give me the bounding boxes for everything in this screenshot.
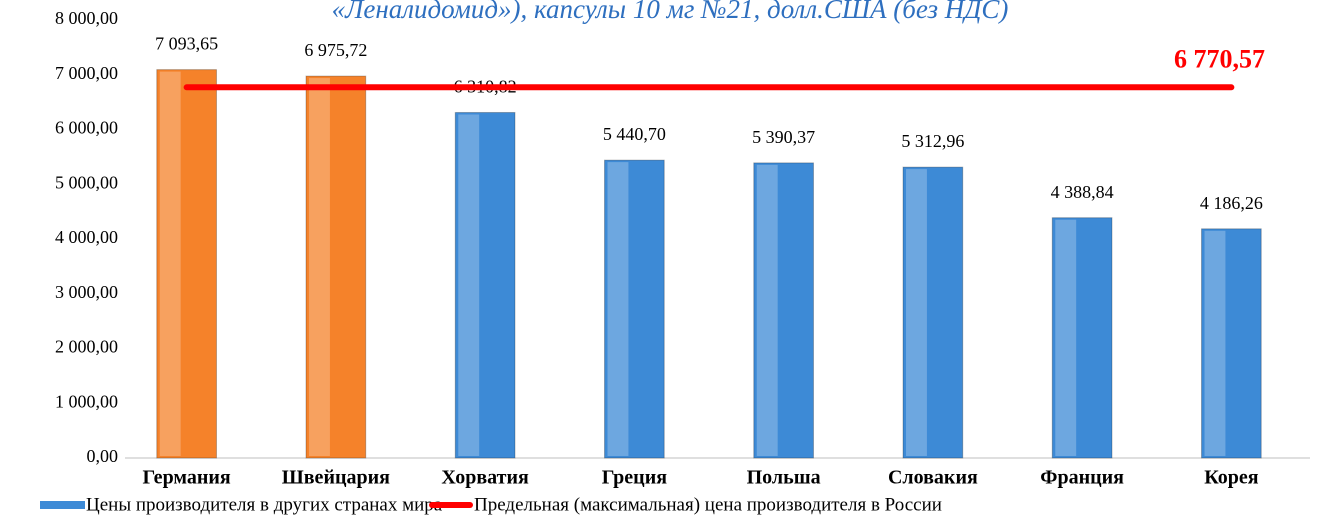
y-tick-label: 0,00 <box>87 446 119 466</box>
bar-highlight <box>1204 230 1226 456</box>
bar <box>305 75 367 459</box>
legend-label: Цены производителя в других странах мира <box>86 494 443 515</box>
y-tick-label: 3 000,00 <box>55 282 118 302</box>
data-label: 5 440,70 <box>603 124 666 144</box>
x-tick-label: Франция <box>1040 467 1124 489</box>
bar <box>902 166 964 459</box>
bar <box>454 111 516 459</box>
bar-highlight <box>159 71 181 456</box>
legend-swatch <box>40 501 85 509</box>
bar <box>1201 228 1262 459</box>
bar-highlight <box>906 169 927 457</box>
bar-highlight <box>756 164 778 456</box>
data-label: 4 186,26 <box>1200 193 1263 213</box>
x-tick-label: Греция <box>602 467 668 489</box>
y-tick-label: 4 000,00 <box>55 227 118 247</box>
x-tick-label: Польша <box>747 467 821 489</box>
reference-label: 6 770,57 <box>1174 44 1265 73</box>
bar-highlight <box>607 162 629 456</box>
x-tick-label: Германия <box>142 467 230 489</box>
x-tick-label: Корея <box>1204 467 1259 489</box>
bar-highlight <box>309 78 330 456</box>
bar-highlight <box>1055 219 1077 456</box>
data-label: 5 312,96 <box>901 131 964 151</box>
data-label: 5 390,37 <box>752 127 815 147</box>
y-tick-label: 8 000,00 <box>55 8 118 28</box>
bar <box>753 162 814 459</box>
y-tick-label: 7 000,00 <box>55 63 118 83</box>
x-tick-label: Хорватия <box>441 467 529 489</box>
data-label: 6 975,72 <box>304 40 367 60</box>
y-tick-label: 1 000,00 <box>55 391 118 411</box>
data-label: 7 093,65 <box>155 34 218 54</box>
chart-title: «Леналидомид»), капсулы 10 мг №21, долл.… <box>332 0 1009 24</box>
bar <box>604 159 665 459</box>
y-tick-label: 5 000,00 <box>55 172 118 192</box>
y-tick-label: 2 000,00 <box>55 337 118 357</box>
data-label: 4 388,84 <box>1051 182 1114 202</box>
y-tick-label: 6 000,00 <box>55 118 118 138</box>
bar-highlight <box>458 114 480 456</box>
legend-label: Предельная (максимальная) цена производи… <box>474 494 942 515</box>
x-tick-label: Швейцария <box>282 467 390 489</box>
bar <box>156 69 217 459</box>
x-tick-label: Словакия <box>888 467 978 489</box>
bar <box>1051 217 1113 459</box>
